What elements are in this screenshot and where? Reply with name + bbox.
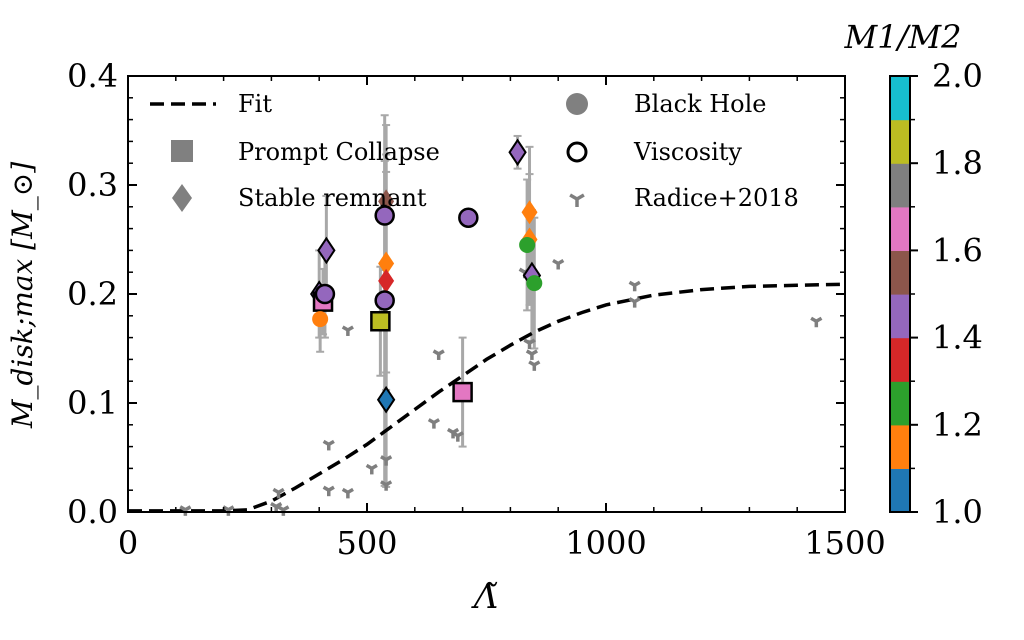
radice-point [552,258,565,270]
x-tick-label: 1500 [804,524,885,562]
radice-point [432,349,445,360]
y-tick-label: 0.1 [67,384,118,422]
radice-point [322,485,335,497]
radice-point [628,280,641,292]
colorbar-segment [890,206,910,251]
radice-point [528,360,541,371]
colorbar-segment [890,468,910,513]
radice-points [179,258,823,516]
fit-layer [128,282,846,513]
y-axis-label: M_disk;max [M_⊙] [6,162,39,429]
colorbar-segment [890,250,910,295]
colorbar-label: M1/M2 [843,18,961,56]
radice-point [810,316,823,328]
x-tick-label: 1000 [565,524,646,562]
fit-line [128,282,846,513]
legend-prompt-collapse-swatch [171,140,193,162]
radice-point [272,487,285,499]
radice-point [322,439,335,451]
prompt-collapse-marker [370,311,391,332]
legend-stable-remnant-swatch [172,184,192,212]
radice-point [525,349,538,360]
black-hole-marker [458,207,479,228]
colorbar-tick-label: 2.0 [932,57,983,95]
simulation-markers [309,138,543,414]
legend-radice-swatch [569,193,585,207]
black-hole-marker [374,205,395,226]
legend-label: Fit [238,90,272,118]
tick-labels: 0 500 1000 1500 0.0 0.1 0.2 0.3 0.4 [67,57,886,562]
black-hole-marker [526,275,543,292]
legend-black-hole-swatch [566,93,588,115]
radice-point [341,487,354,499]
colorbar-tick-label: 1.6 [932,231,983,269]
colorbar-segment [890,424,910,469]
y-tick-label: 0.4 [67,57,118,95]
radice-point [427,418,440,429]
radice-point [380,480,393,491]
x-tick-label: 500 [336,524,397,562]
colorbar-segment [890,163,910,208]
colorbar-tick-label: 1.2 [932,406,983,444]
black-hole-marker [519,236,536,253]
x-tick-label: 0 [118,524,138,562]
radice-point [365,463,378,475]
y-tick-label: 0.0 [67,493,118,531]
viscosity-marker [374,290,395,311]
colorbar-tick-label: 1.0 [932,493,983,531]
radice-point [451,431,464,442]
stable-remnant-marker [508,138,527,167]
stable-remnant-marker [317,236,336,265]
radice-point [341,325,354,336]
colorbar-segment [890,294,910,339]
colorbar-tick-label: 1.4 [932,319,983,357]
prompt-collapse-marker [452,381,473,403]
x-axis-label: Λ̃ [471,577,499,617]
radice-point [628,297,641,308]
legend-label: Black Hole [634,90,767,118]
colorbar-segment [890,76,910,121]
stable-remnant-marker [378,268,395,293]
stable-remnant-marker [376,385,396,414]
legend: Fit Black Hole Prompt Collapse Viscosity Sta… [150,90,799,212]
legend-label: Prompt Collapse [238,138,440,166]
black-hole-marker [312,311,329,328]
colorbar-segment [890,119,910,164]
colorbar-segment [890,381,910,426]
y-tick-label: 0.2 [67,275,118,313]
radice-point [523,338,536,350]
colorbar: 1.0 1.2 1.4 1.6 1.8 2.0 [889,57,983,531]
error-bars [315,114,539,488]
axes-frame [127,75,846,513]
stable-remnant-marker [378,251,395,276]
legend-label: Viscosity [633,138,742,166]
legend-viscosity-swatch [566,141,588,163]
radice-point [380,455,393,466]
colorbar-segment [890,337,910,382]
legend-label: Radice+2018 [634,184,799,212]
colorbar-tick-label: 1.8 [932,144,983,182]
viscosity-marker [314,283,336,305]
legend-label: Stable remnant [238,184,427,212]
stable-remnant-marker [521,200,538,225]
y-tick-label: 0.3 [67,166,118,204]
